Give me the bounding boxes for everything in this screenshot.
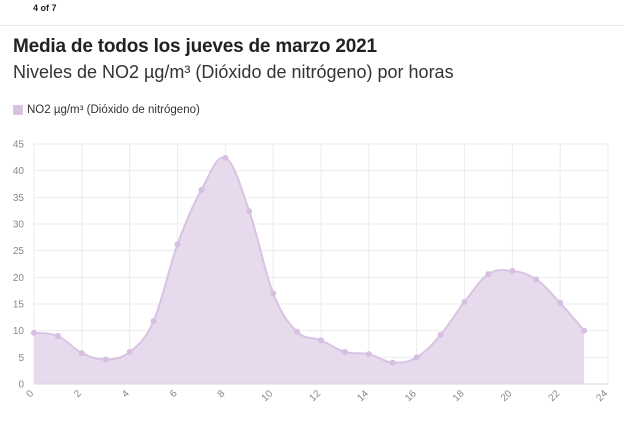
x-tick-label: 8 [216, 388, 228, 400]
data-point [294, 328, 301, 335]
data-point [270, 290, 277, 297]
x-tick-label: 24 [594, 388, 610, 404]
x-tick-label: 18 [451, 388, 467, 404]
x-tick-label: 4 [120, 388, 132, 400]
x-tick-label: 2 [72, 388, 84, 400]
data-point [365, 351, 372, 358]
page-indicator: 4 of 7 [33, 3, 57, 13]
x-tick-label: 10 [260, 388, 276, 404]
data-point [461, 298, 468, 305]
data-point [54, 333, 61, 339]
data-point [150, 318, 157, 325]
data-point [557, 299, 564, 306]
x-tick-label: 14 [355, 388, 371, 404]
data-point [246, 208, 253, 215]
y-tick-label: 35 [13, 193, 25, 204]
data-point [437, 331, 444, 338]
y-tick-label: 5 [18, 353, 24, 364]
y-tick-label: 40 [13, 166, 25, 177]
y-tick-label: 15 [13, 300, 25, 311]
data-point [78, 350, 85, 357]
data-point [413, 354, 420, 361]
data-point [222, 154, 229, 161]
data-point [581, 327, 588, 334]
header-divider [0, 25, 624, 26]
x-tick-label: 16 [403, 388, 419, 404]
data-point [533, 276, 540, 283]
x-tick-label: 22 [547, 388, 563, 404]
legend-label: NO2 µg/m³ (Dióxido de nitrógeno) [27, 104, 200, 116]
y-tick-label: 45 [13, 140, 25, 151]
y-tick-label: 0 [18, 380, 24, 391]
y-tick-label: 10 [13, 326, 25, 337]
data-point [318, 337, 324, 344]
x-tick-label: 20 [499, 388, 515, 404]
data-point [31, 329, 37, 336]
y-tick-label: 30 [13, 220, 25, 231]
y-tick-label: 25 [13, 246, 25, 257]
y-tick-label: 20 [13, 273, 25, 284]
data-point [174, 241, 181, 248]
legend-swatch [13, 105, 23, 115]
x-tick-label: 6 [168, 388, 180, 400]
data-point [198, 186, 205, 193]
chart-subtitle: Niveles de NO2 µg/m³ (Dióxido de nitróge… [13, 62, 454, 82]
chart-legend: NO2 µg/m³ (Dióxido de nitrógeno) [13, 104, 200, 116]
chart-title: Media de todos los jueves de marzo 2021 [13, 36, 377, 57]
data-point [126, 349, 133, 355]
data-point [389, 359, 396, 366]
data-point [509, 267, 516, 274]
x-tick-label: 12 [307, 388, 323, 404]
data-point [485, 271, 492, 278]
x-tick-label: 0 [24, 388, 36, 400]
data-point [102, 356, 109, 363]
data-point [341, 349, 348, 355]
